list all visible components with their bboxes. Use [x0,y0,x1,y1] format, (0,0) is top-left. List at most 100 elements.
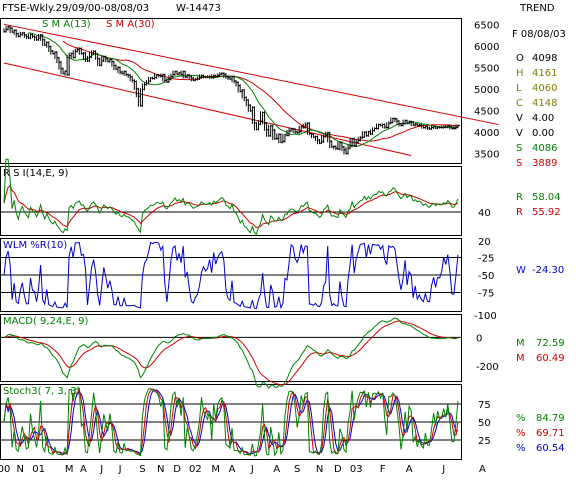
sma30-label: S M A(30) [106,19,155,30]
reading-v2-value: 0.00 [532,128,554,139]
x-month-label: 01 [32,464,45,475]
reading-h-value: 4161 [532,68,557,79]
stoch-reading-1-value: 84.79 [536,413,565,424]
x-month-label: 02 [189,464,202,475]
sma13-label: S M A(13) [42,19,91,30]
x-month-label: A [406,464,413,475]
price-tick-4000: 4000 [474,128,499,139]
price-panel-frame [0,18,462,164]
stoch-label: Stoch3( 7, 3, 3) [3,386,80,397]
x-month-label: N [316,464,323,475]
stoch-panel-frame [0,384,462,460]
x-month-label: A [229,464,236,475]
stoch-tick-25: 25 [478,436,491,447]
macd-signal-line [3,320,459,386]
reading-s1-key: S [516,143,522,154]
reading-s2-key: S [516,158,522,169]
x-month-label: N [17,464,24,475]
price-tick-3500: 3500 [474,149,499,160]
reading-h-key: H [516,68,524,79]
rsi-signal-line [3,185,459,228]
price-readings: O 4098 H 4161 L 4060 C 4148 V 4.00 V 0.00 S 408… [516,53,557,169]
stoch-reading-2-value: 69.71 [536,428,565,439]
price-tick-5500: 5500 [474,63,499,74]
x-month-label: J [441,464,445,475]
macd-reading-2-value: 60.49 [536,353,565,364]
price-tick-5000: 5000 [474,85,499,96]
wlm-tick--75: -75 [478,289,494,300]
x-month-label: A [479,464,486,475]
x-month-label: D [173,464,181,475]
rsi-reading-2-value: 55.92 [532,207,561,218]
wlm-tick--50: -50 [478,271,494,282]
price-tick-6000: 6000 [474,42,499,53]
x-month-label: 03 [350,464,363,475]
price-tick-6500: 6500 [474,20,499,31]
reading-v1-value: 4.00 [532,113,554,124]
x-month-label: 00 [0,464,10,475]
x-month-label: A [273,464,280,475]
x-month-label: N [157,464,164,475]
chart-code: W-14473 [176,3,221,14]
wlm-top-tick: 20 [478,237,491,248]
x-month-label: F [380,464,386,475]
reading-l-value: 4060 [532,83,557,94]
wlm-line [3,241,459,310]
rsi-tick-40: 40 [478,208,491,219]
rsi-panel-frame [0,166,462,236]
chart-title: FTSE-Wkly.29/09/00-08/08/03 [2,3,149,14]
x-month-label: D [334,464,342,475]
date-label: F 08/08/03 [512,29,566,40]
reading-s1-value: 4086 [532,143,557,154]
macd-reading-1-value: 72.59 [536,338,565,349]
x-month-label: J [118,464,122,475]
x-month-label: J [250,464,254,475]
rsi-reading-1-key: R [516,192,523,203]
stoch-k-line [3,388,459,457]
trend-label: TREND [519,3,555,14]
reading-v1-key: V [516,113,523,124]
reading-c-value: 4148 [532,98,557,109]
reading-l-key: L [516,83,522,94]
stoch-reading-2-key: % [516,428,526,439]
price-tick-4500: 4500 [474,106,499,117]
macd-reading-1-key: M [516,338,525,349]
sma13-line [28,32,459,148]
trend-channel-line-1 [3,23,499,126]
macd-tick-0: 0 [476,333,482,344]
stoch-reading-3-key: % [516,443,526,454]
wlm-panel-frame [0,238,462,312]
wlm-tick--25: -25 [478,254,494,265]
macd-tick--200: -200 [476,362,499,373]
macd-label: MACD( 9,24,E, 9) [3,316,89,327]
x-month-label: M [65,464,74,475]
wlm-label: WLM %R(10) [3,240,67,251]
macd-line [3,317,459,389]
macd-reading-2-key: M [516,353,525,364]
stoch-tick-50: 50 [478,418,491,429]
sma30-line [62,40,459,142]
reading-v2-key: V [516,128,523,139]
stoch-tick-75: 75 [478,400,491,411]
reading-o-value: 4098 [532,53,557,64]
stoch-reading-3-value: 60.54 [536,443,565,454]
rsi-label: R S I(14,E, 9) [3,168,68,179]
wlm-reading-value: -24.30 [532,265,564,276]
rsi-line [3,158,459,236]
x-month-label: S [139,464,145,475]
wlm-reading-key: W [516,265,526,276]
x-month-label: M [211,464,220,475]
reading-c-key: C [516,98,523,109]
x-month-label: S [294,464,300,475]
wlm-bottom-tick: -100 [474,311,497,322]
stoch-reading-1-key: % [516,413,526,424]
x-month-label: A [80,464,87,475]
rsi-reading-2-key: R [516,207,523,218]
reading-s2-value: 3889 [532,158,557,169]
x-month-label: J [99,464,103,475]
trend-channel-line-2 [3,62,412,157]
macd-panel-frame [0,314,462,382]
